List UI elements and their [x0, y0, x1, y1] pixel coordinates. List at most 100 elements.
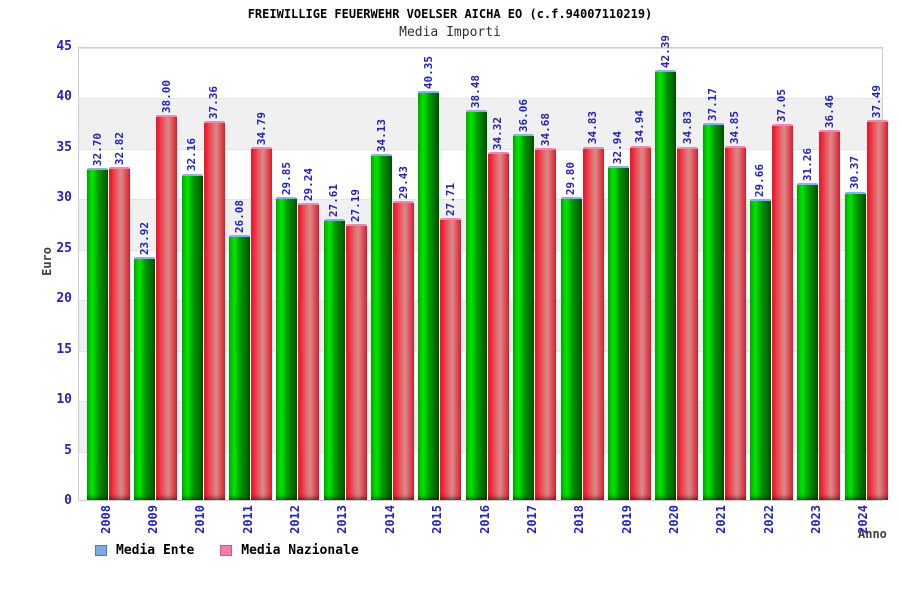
- bar-value-label-nazionale-2018: 34.83: [586, 111, 600, 145]
- bar-value-label-ente-2017: 36.06: [516, 99, 530, 133]
- bar-value-label-nazionale-2023: 36.46: [822, 95, 836, 129]
- y-tick-label: 15: [56, 341, 72, 357]
- bar-media-nazionale-2014: [393, 201, 415, 500]
- y-tick-label: 40: [56, 89, 72, 105]
- x-tick-label-2016: 2016: [477, 505, 492, 534]
- bar-media-ente-2017: [513, 134, 535, 500]
- y-tick-label: 45: [56, 39, 72, 54]
- bar-media-nazionale-2015: [440, 218, 462, 500]
- bar-media-ente-2018: [560, 197, 582, 500]
- y-tick-label: 10: [56, 392, 72, 408]
- bar-media-nazionale-2012: [298, 203, 320, 500]
- bar-media-nazionale-2010: [203, 121, 225, 500]
- x-tick-label-2021: 2021: [714, 505, 729, 534]
- bar-media-nazionale-2024: [866, 119, 888, 500]
- bar-value-label-ente-2015: 40.35: [421, 55, 435, 89]
- x-tick-label-2024: 2024: [856, 505, 871, 534]
- bar-value-label-nazionale-2010: 37.36: [207, 85, 221, 120]
- bar-value-label-ente-2020: 42.39: [658, 35, 672, 69]
- bar-media-nazionale-2017: [535, 148, 557, 500]
- bar-value-label-ente-2008: 32.70: [90, 132, 104, 167]
- bar-media-nazionale-2020: [677, 146, 699, 500]
- x-axis-title: Anno: [858, 527, 887, 541]
- bar-value-label-nazionale-2011: 34.79: [254, 111, 268, 146]
- bar-value-label-ente-2011: 26.08: [232, 199, 246, 233]
- bar-media-ente-2009: [134, 256, 156, 500]
- legend: Media Ente Media Nazionale: [95, 543, 359, 558]
- bar-media-ente-2021: [702, 123, 724, 500]
- bar-value-label-ente-2018: 29.80: [564, 162, 578, 196]
- bar-media-nazionale-2022: [771, 124, 793, 500]
- bar-media-nazionale-2009: [156, 114, 178, 500]
- bar-media-nazionale-2011: [251, 147, 273, 500]
- bar-value-label-nazionale-2017: 34.68: [538, 113, 552, 147]
- x-tick-label-2011: 2011: [240, 505, 255, 534]
- bar-media-ente-2019: [607, 165, 629, 500]
- x-tick-label-2023: 2023: [808, 505, 823, 534]
- x-tick-label-2020: 2020: [666, 505, 681, 534]
- bar-value-label-ente-2013: 27.61: [327, 184, 341, 218]
- y-tick-label: 0: [64, 493, 72, 508]
- bar-media-ente-2011: [229, 234, 251, 500]
- bar-media-nazionale-2019: [629, 145, 651, 500]
- x-tick-label-2010: 2010: [193, 505, 208, 534]
- bar-value-label-ente-2022: 29.66: [753, 163, 767, 197]
- bar-value-label-ente-2016: 38.48: [469, 74, 483, 108]
- bar-media-ente-2010: [181, 173, 203, 500]
- gridline: [79, 48, 882, 49]
- bar-media-nazionale-2023: [819, 130, 841, 500]
- bar-media-ente-2016: [465, 109, 487, 500]
- x-tick-label-2014: 2014: [382, 505, 397, 534]
- legend-item-media-ente: Media Ente: [95, 543, 194, 558]
- bar-media-ente-2014: [371, 153, 393, 500]
- bar-media-nazionale-2008: [109, 166, 130, 500]
- bar-media-ente-2012: [276, 196, 298, 500]
- bar-value-label-nazionale-2012: 29.24: [301, 167, 315, 202]
- bar-value-label-ente-2009: 23.92: [137, 221, 151, 255]
- bar-media-nazionale-2016: [487, 151, 509, 500]
- bar-media-nazionale-2013: [345, 223, 367, 500]
- legend-item-media-nazionale: Media Nazionale: [220, 543, 359, 558]
- bar-value-label-nazionale-2009: 38.00: [159, 79, 173, 113]
- legend-label-media-ente: Media Ente: [116, 543, 195, 558]
- x-tick-label-2009: 2009: [146, 505, 161, 534]
- bar-value-label-nazionale-2013: 27.19: [349, 188, 363, 222]
- x-tick-label-2018: 2018: [572, 505, 587, 534]
- x-tick-label-2017: 2017: [524, 505, 539, 534]
- bar-media-ente-2024: [844, 191, 866, 500]
- chart-subtitle: Media Importi: [399, 25, 501, 40]
- bar-value-label-ente-2012: 29.85: [279, 161, 293, 195]
- y-tick-label: 20: [56, 291, 72, 307]
- x-tick-label-2022: 2022: [761, 505, 776, 534]
- bar-value-label-nazionale-2014: 29.43: [396, 165, 410, 200]
- bar-value-label-nazionale-2021: 34.85: [728, 111, 742, 145]
- y-tick-label: 35: [56, 139, 72, 155]
- media-nazionale-swatch-icon: [220, 545, 233, 556]
- bar-media-nazionale-2018: [582, 146, 604, 500]
- bar-media-ente-2008: [87, 168, 108, 500]
- chart-title: FREIWILLIGE FEUERWEHR VOELSER AICHA EO (…: [247, 7, 653, 21]
- bar-media-ente-2015: [418, 90, 440, 500]
- bar-media-ente-2013: [323, 219, 345, 500]
- bar-value-label-ente-2021: 37.17: [706, 87, 720, 121]
- bar-value-label-nazionale-2020: 34.83: [680, 111, 694, 145]
- x-tick-label-2012: 2012: [288, 505, 303, 534]
- x-tick-label-2013: 2013: [335, 505, 350, 534]
- bar-media-nazionale-2021: [724, 146, 746, 500]
- bar-value-label-nazionale-2022: 37.05: [775, 89, 789, 123]
- bar-value-label-ente-2023: 31.26: [800, 147, 814, 181]
- bar-media-ente-2022: [749, 198, 771, 500]
- y-tick-label: 30: [56, 190, 72, 206]
- y-tick-label: 25: [56, 240, 72, 256]
- legend-label-media-nazionale: Media Nazionale: [241, 543, 359, 558]
- x-tick-label-2008: 2008: [98, 505, 113, 534]
- bar-value-label-nazionale-2008: 32.82: [112, 131, 126, 165]
- gridline: [79, 98, 882, 100]
- bar-value-label-nazionale-2019: 34.94: [633, 110, 647, 144]
- bar-value-label-nazionale-2024: 37.49: [870, 84, 884, 118]
- bar-media-ente-2023: [797, 182, 819, 500]
- bar-value-label-nazionale-2015: 27.71: [443, 183, 457, 217]
- bar-value-label-ente-2010: 32.16: [185, 138, 199, 172]
- bar-value-label-nazionale-2016: 34.32: [491, 116, 505, 150]
